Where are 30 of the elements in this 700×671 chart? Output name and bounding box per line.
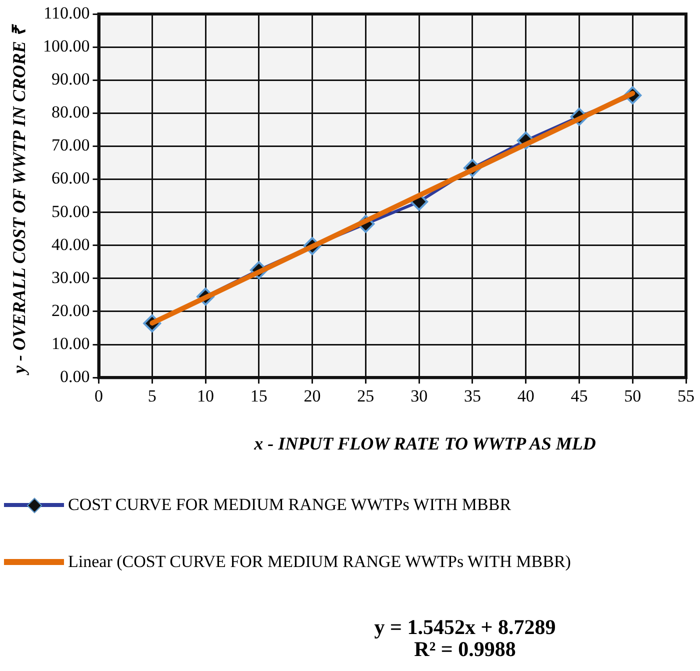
x-axis-title: x - INPUT FLOW RATE TO WWTP AS MLD (254, 434, 596, 454)
y-tick-label: 20.00 (52, 300, 90, 320)
y-tick-label: 70.00 (52, 136, 90, 155)
x-tick-label: 55 (678, 386, 694, 406)
x-tick-label: 25 (357, 386, 374, 406)
x-tick-label: 30 (410, 386, 428, 406)
x-tick-label: 40 (517, 386, 534, 406)
x-tick-label: 5 (148, 386, 156, 406)
x-tick-label: 45 (570, 386, 588, 406)
x-tick-label: 35 (464, 386, 481, 406)
y-tick-label: 10.00 (52, 334, 90, 354)
y-tick-label: 0.00 (60, 367, 90, 386)
legend-label: COST CURVE FOR MEDIUM RANGE WWTPs WITH MBBR (68, 495, 512, 515)
y-tick-label: 40.00 (52, 234, 90, 254)
x-tick-label: 0 (94, 386, 103, 406)
y-tick-label: 90.00 (52, 70, 90, 89)
y-tick-label: 50.00 (52, 202, 90, 221)
y-tick-label: 100.00 (43, 36, 90, 56)
text: R² = 0.9988 (413, 637, 517, 661)
x-tick-label: 50 (624, 386, 642, 406)
text: y = 1.5452x + 8.7289 (374, 615, 556, 639)
x-tick-label: 10 (197, 386, 214, 406)
y-tick-label: 30.00 (52, 268, 90, 287)
y-axis-title: y - OVERALL COST OF WWTP IN CRORE ₹ (8, 26, 30, 374)
y-tick-label: 60.00 (52, 168, 90, 188)
x-tick-label: 15 (250, 386, 268, 406)
legend-label: Linear (COST CURVE FOR MEDIUM RANGE WWTPs WITH MBBR) (68, 552, 571, 572)
y-tick-label: 110.00 (44, 3, 90, 22)
y-tick-label: 80.00 (52, 102, 90, 122)
x-tick-label: 20 (304, 386, 321, 406)
